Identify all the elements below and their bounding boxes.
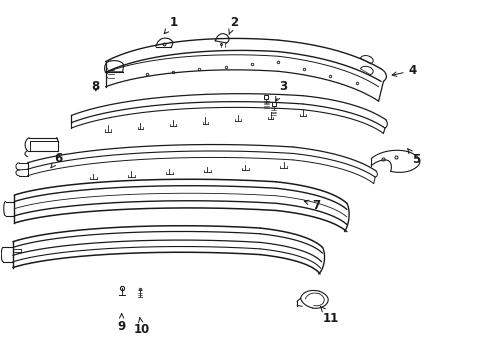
Text: 10: 10 <box>134 318 150 336</box>
Text: 8: 8 <box>91 80 100 93</box>
Text: 4: 4 <box>391 64 416 77</box>
Text: 5: 5 <box>407 148 419 166</box>
Text: 7: 7 <box>304 199 320 212</box>
Text: 6: 6 <box>51 152 62 168</box>
Text: 11: 11 <box>320 307 339 325</box>
Text: 1: 1 <box>164 17 178 34</box>
Text: 3: 3 <box>275 80 287 101</box>
Text: 2: 2 <box>228 16 237 34</box>
Text: 9: 9 <box>117 314 125 333</box>
